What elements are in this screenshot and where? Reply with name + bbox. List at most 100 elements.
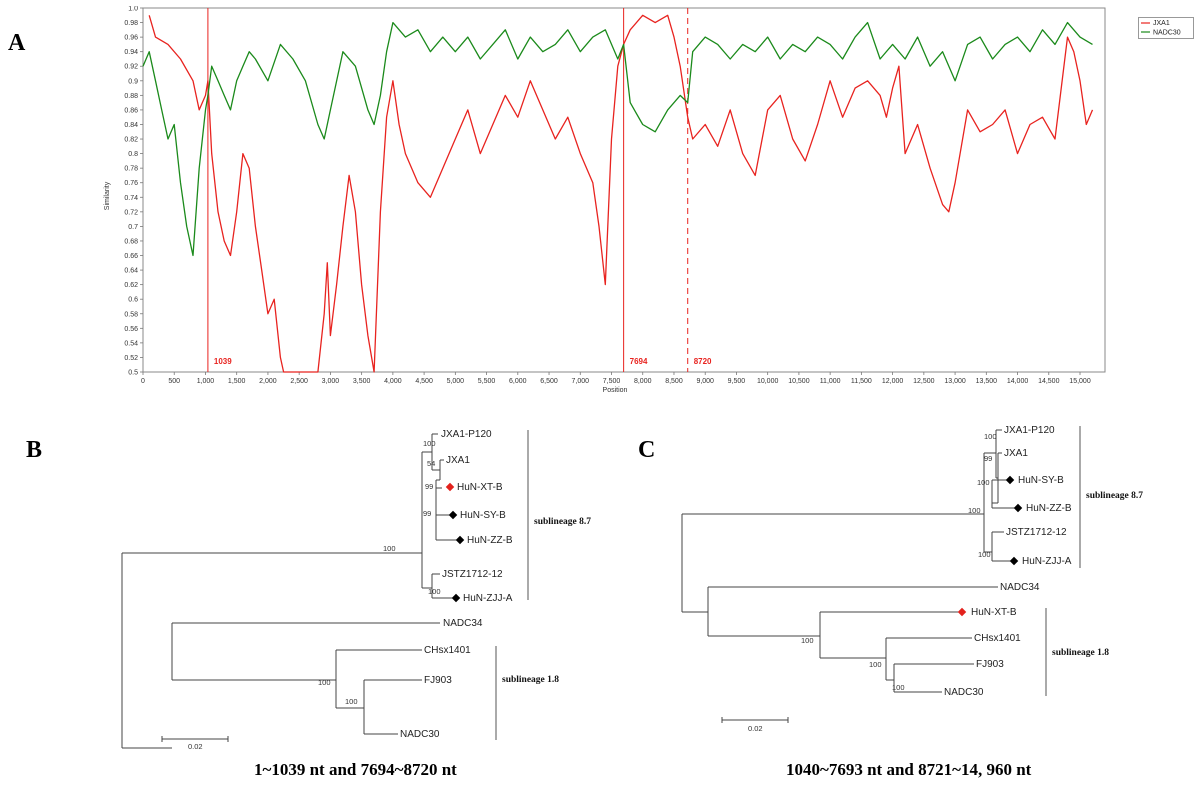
taxon-label: JSTZ1712-12 (442, 569, 503, 580)
x-tick-label: 1,000 (197, 378, 215, 385)
tree-b: JXA1-P120 JXA1 HuN-XT-B HuN-SY-B HuN-ZZ-… (121, 429, 591, 751)
x-tick-label: 500 (168, 378, 180, 385)
x-tick-label: 14,500 (1038, 378, 1060, 385)
marker-huN-zjj-a (1009, 556, 1019, 566)
x-tick-label: 9,500 (728, 378, 746, 385)
x-tick-label: 5,000 (447, 378, 465, 385)
x-tick-label: 12,500 (913, 378, 935, 385)
x-tick-label: 10,000 (757, 378, 779, 385)
x-tick-label: 8,000 (634, 378, 652, 385)
x-tick-label: 6,000 (509, 378, 527, 385)
x-tick-label: 2,000 (259, 378, 277, 385)
taxon-label: JXA1 (1004, 448, 1028, 459)
taxon-label: CHsx1401 (974, 633, 1021, 644)
panel-letter-b: B (26, 437, 43, 463)
bootstrap-value: 100 (968, 506, 981, 515)
taxon-label: NADC30 (944, 687, 984, 698)
bootstrap-value: 100 (423, 439, 436, 448)
breakpoint-label: 7694 (630, 357, 648, 366)
bootstrap-value: 100 (318, 678, 331, 687)
y-tick-label: 0.72 (124, 209, 138, 216)
y-tick-label: 0.82 (124, 137, 138, 144)
y-tick-label: 0.7 (128, 224, 138, 231)
taxon-label: HuN-SY-B (1018, 475, 1064, 486)
x-tick-label: 10,500 (788, 378, 810, 385)
series-line-jxa1 (148, 14, 1094, 373)
panel-letter-c: C (638, 437, 656, 463)
x-tick-label: 7,500 (603, 378, 621, 385)
x-tick-label: 0 (141, 378, 145, 385)
tree-c: JXA1-P120 JXA1 HuN-SY-B HuN-ZZ-B JSTZ171… (681, 425, 1143, 733)
taxon-label: HuN-SY-B (460, 510, 506, 521)
marker-huN-sy-b (448, 510, 458, 520)
x-tick-label: 12,000 (882, 378, 904, 385)
marker-huN-sy-b (1005, 475, 1015, 485)
y-tick-label: 0.74 (124, 195, 138, 202)
y-tick-label: 0.6 (128, 297, 138, 304)
taxon-label: HuN-ZZ-B (1026, 503, 1072, 514)
y-tick-label: 0.96 (124, 35, 138, 42)
y-tick-label: 0.9 (128, 78, 138, 85)
scale-label: 0.02 (748, 724, 763, 733)
breakpoint-label: 1039 (214, 357, 232, 366)
marker-huN-zz-b (1013, 503, 1023, 513)
taxon-label: NADC34 (1000, 582, 1040, 593)
taxon-label: HuN-XT-B (971, 607, 1017, 618)
taxon-label: JXA1 (446, 455, 470, 466)
y-axis-label: Similarity (104, 181, 111, 210)
bootstrap-value: 100 (892, 683, 905, 692)
clade-label-8-7: sublineage 8.7 (534, 517, 591, 527)
x-tick-label: 9,000 (696, 378, 714, 385)
bootstrap-value: 100 (869, 660, 882, 669)
y-tick-label: 0.54 (124, 340, 138, 347)
x-axis-label: Position (603, 387, 628, 394)
taxon-label: FJ903 (976, 659, 1004, 670)
bootstrap-value: 100 (984, 432, 997, 441)
bootstrap-value: 100 (801, 636, 814, 645)
bootstrap-value: 54 (427, 459, 435, 468)
x-tick-label: 14,000 (1007, 378, 1029, 385)
y-tick-label: 0.78 (124, 166, 138, 173)
bootstrap-value: 99 (423, 509, 431, 518)
x-tick-label: 11,500 (851, 378, 872, 385)
scale-label: 0.02 (188, 742, 203, 751)
x-tick-label: 15,000 (1069, 378, 1091, 385)
clade-label-1-8: sublineage 1.8 (502, 675, 559, 685)
marker-huN-zjj-a (451, 593, 461, 603)
taxon-label: HuN-XT-B (457, 482, 503, 493)
y-tick-label: 0.64 (124, 268, 138, 275)
x-tick-label: 4,500 (415, 378, 433, 385)
bootstrap-value: 100 (428, 587, 441, 596)
bootstrap-value: 100 (345, 697, 358, 706)
y-tick-label: 0.66 (124, 253, 138, 260)
taxon-label: JSTZ1712-12 (1006, 527, 1067, 538)
marker-huN-zz-b (455, 535, 465, 545)
bootstrap-value: 100 (978, 550, 991, 559)
y-tick-label: 0.76 (124, 180, 138, 187)
marker-huN-xt-b (445, 482, 455, 492)
bootstrap-value: 99 (425, 482, 433, 491)
legend: JXA1 NADC30 (1138, 17, 1194, 39)
taxon-label: HuN-ZJJ-A (1022, 556, 1072, 567)
bootstrap-value: 100 (383, 544, 396, 553)
bootstrap-value: 100 (977, 478, 990, 487)
y-tick-label: 0.56 (124, 326, 138, 333)
taxon-label: JXA1-P120 (441, 429, 492, 440)
y-tick-label: 0.94 (124, 49, 138, 56)
panel-letter-a: A (8, 30, 26, 56)
x-tick-label: 3,000 (322, 378, 340, 385)
y-tick-label: 0.62 (124, 282, 138, 289)
x-tick-label: 4,000 (384, 378, 402, 385)
caption-b: 1~1039 nt and 7694~8720 nt (254, 760, 457, 779)
legend-label-nadc30: NADC30 (1153, 30, 1181, 37)
x-tick-label: 5,500 (478, 378, 496, 385)
x-tick-label: 7,000 (572, 378, 590, 385)
taxon-label: NADC34 (443, 618, 483, 629)
y-tick-label: 0.52 (124, 355, 138, 362)
x-tick-label: 11,000 (820, 378, 841, 385)
breakpoint-label: 8720 (694, 357, 712, 366)
tree-c-branches (681, 429, 1016, 693)
x-tick-label: 13,500 (976, 378, 998, 385)
y-tick-label: 0.8 (128, 151, 138, 158)
y-tick-label: 0.88 (124, 93, 138, 100)
